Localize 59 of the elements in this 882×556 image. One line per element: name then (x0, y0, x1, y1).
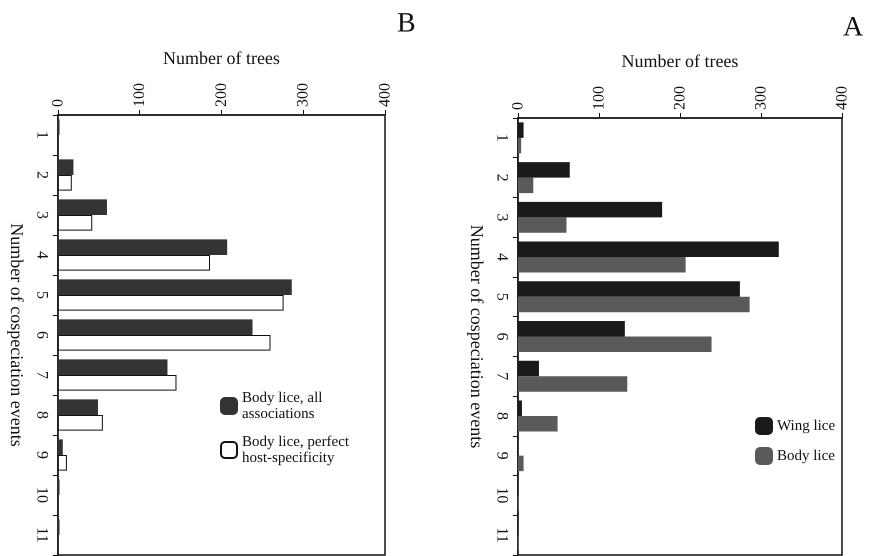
y-tick-label: 7 (33, 371, 50, 379)
bar (58, 319, 253, 335)
chart-title: A (843, 12, 864, 42)
x-tick-label: 0 (509, 102, 526, 110)
x-tick-label: 300 (752, 86, 770, 110)
bar (518, 336, 712, 352)
x-tick-label: 100 (131, 83, 148, 107)
x-tick-label: 200 (212, 83, 230, 107)
bar (518, 376, 628, 392)
y-tick-label: 10 (33, 487, 50, 503)
y-tick-label: 6 (33, 331, 50, 339)
bar (58, 159, 74, 175)
x-tick-label: 400 (376, 83, 394, 107)
x-axis-title: Number of trees (162, 48, 280, 68)
y-tick-label: 11 (493, 527, 510, 543)
chart-title: B (397, 8, 416, 38)
legend-label: Body lice, perfect host-specificity (242, 434, 353, 466)
y-axis-title: Number of cospeciation events (7, 223, 27, 447)
bar (518, 416, 558, 432)
legend-label: Body lice (777, 448, 836, 464)
x-tick-label: 300 (294, 83, 312, 107)
y-tick-label: 6 (493, 332, 510, 340)
bar (58, 199, 107, 215)
y-tick-label: 4 (493, 253, 510, 262)
y-axis-title: Number of cospeciation events (467, 224, 487, 448)
y-tick-label: 1 (33, 131, 50, 139)
x-tick-label: 200 (671, 86, 688, 110)
y-tick-label: 2 (493, 174, 510, 182)
bar (58, 439, 63, 455)
y-tick-label: 9 (33, 451, 50, 459)
bar (518, 456, 524, 472)
x-axis-title: Number of trees (621, 51, 738, 71)
legend-label: Body lice, all associations (242, 390, 326, 422)
y-tick-label: 5 (493, 292, 510, 301)
x-tick-label: 400 (834, 86, 850, 110)
y-tick-label: 9 (493, 452, 510, 460)
x-tick-label: 0 (49, 99, 66, 107)
y-tick-label: 2 (33, 171, 50, 179)
bar (58, 279, 292, 295)
bar (58, 239, 228, 255)
y-tick-label: 8 (493, 412, 510, 420)
bar (518, 178, 534, 194)
bar (518, 217, 567, 233)
bar (518, 296, 750, 312)
y-tick-label: 5 (33, 291, 50, 299)
y-tick-label: 3 (493, 213, 510, 222)
bar (58, 359, 168, 375)
y-tick-label: 10 (493, 487, 510, 504)
y-tick-label: 7 (493, 372, 510, 380)
x-tick-label: 100 (590, 86, 608, 110)
y-tick-label: 1 (493, 134, 510, 142)
y-tick-label: 3 (33, 211, 50, 219)
legend-label: Wing lice (777, 418, 836, 434)
y-tick-label: 11 (33, 527, 50, 543)
bar (518, 257, 686, 273)
y-tick-label: 4 (33, 251, 50, 259)
y-tick-label: 8 (33, 411, 50, 419)
bar (58, 399, 98, 415)
bar (518, 138, 522, 154)
